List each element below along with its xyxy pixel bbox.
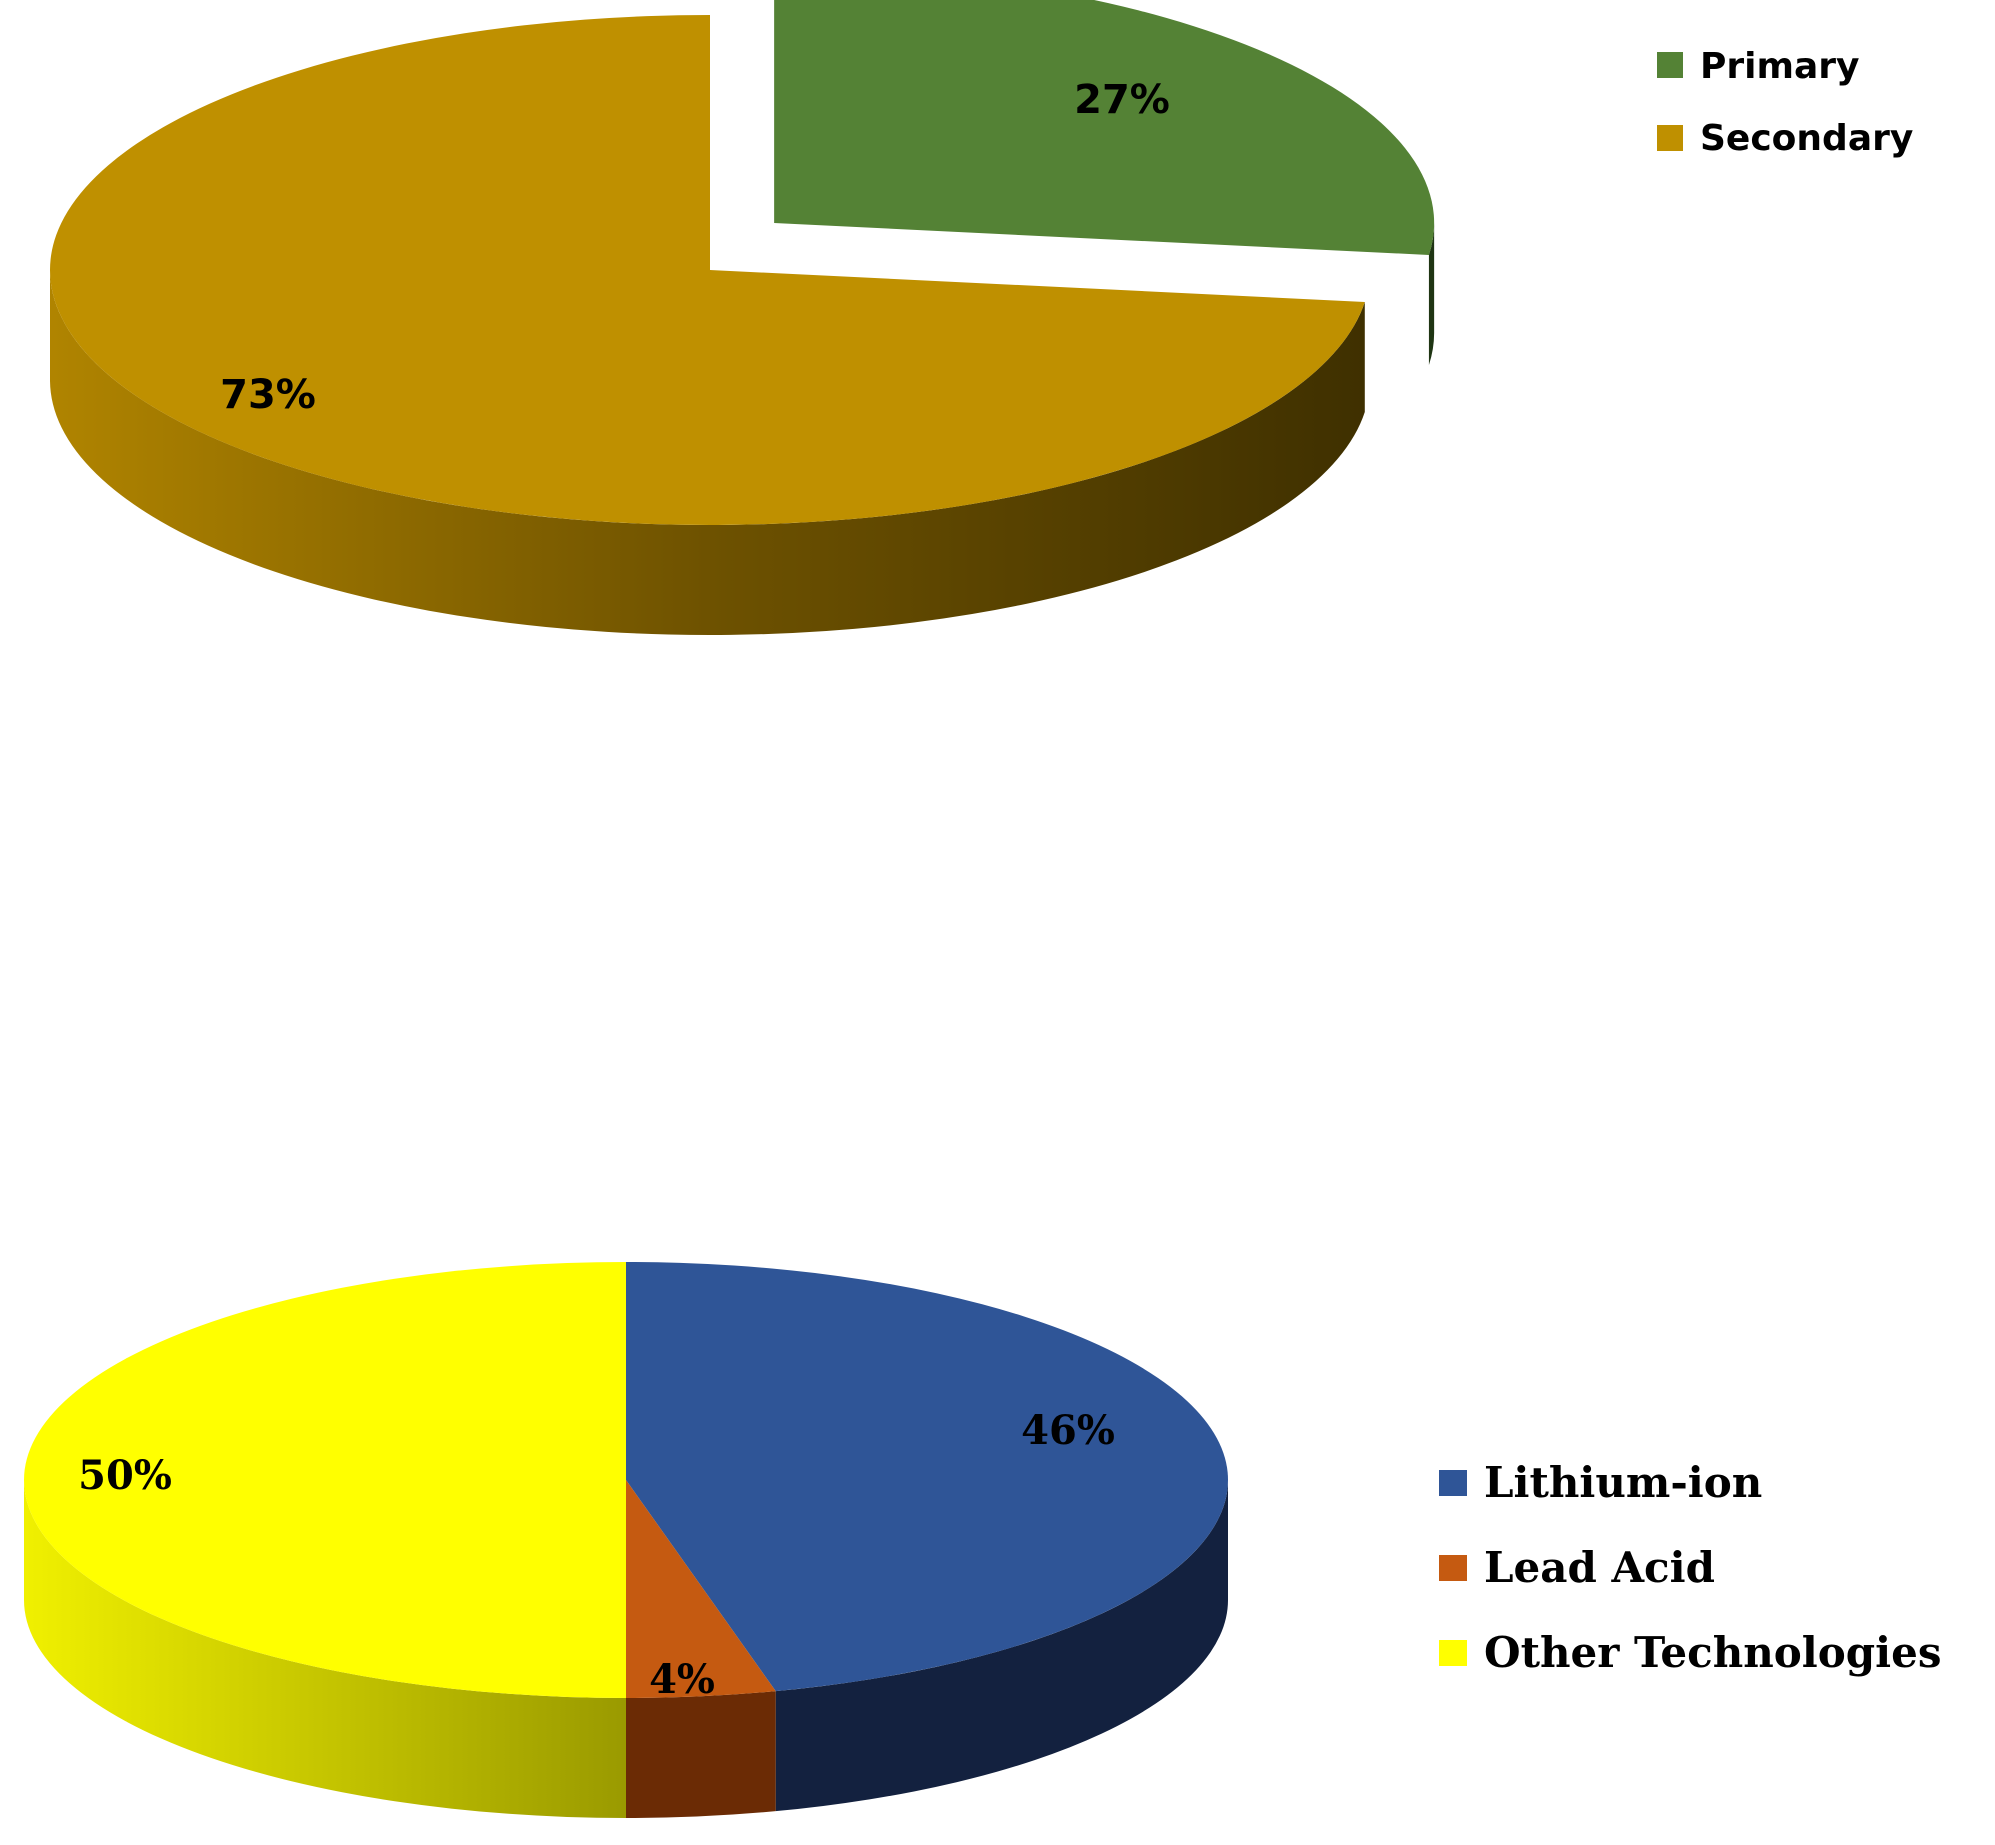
- legend-label-secondary: Secondary: [1700, 118, 1913, 159]
- legend-swatch-lead-acid: [1439, 1555, 1467, 1581]
- pie-2-sides: [24, 1480, 1228, 1818]
- legend-swatch-lithium-ion: [1439, 1470, 1467, 1496]
- pie-2-tops: [24, 1262, 1228, 1698]
- pie-2-data-label-other-technologies: 50%: [78, 1452, 172, 1499]
- legend-swatch-primary: [1657, 52, 1683, 78]
- pie-chart-2: 46% 4% 50% Lithium-ion Lead Acid Other T…: [24, 1262, 1941, 1818]
- legend-label-other-technologies: Other Technologies: [1484, 1628, 1941, 1677]
- legend-item-lithium-ion[interactable]: Lithium-ion: [1439, 1458, 1762, 1507]
- legend-item-secondary[interactable]: Secondary: [1657, 118, 1913, 159]
- pie-1-side-secondary: [50, 270, 1365, 635]
- pie-1-sides: [50, 223, 1435, 635]
- pie-2-side-other-technologies: [24, 1480, 626, 1818]
- pie-2-slice-lead-acid[interactable]: [626, 1480, 776, 1698]
- pie-1-slice-primary[interactable]: [774, 0, 1435, 255]
- legend-label-primary: Primary: [1700, 46, 1860, 87]
- pie-chart-1: 27% 73% Primary Secondary: [49, 0, 1913, 635]
- legend-swatch-other-technologies: [1439, 1640, 1467, 1666]
- legend-item-lead-acid[interactable]: Lead Acid: [1439, 1543, 1715, 1592]
- pie-1-tops: [49, 0, 1435, 526]
- legend-label-lithium-ion: Lithium-ion: [1484, 1458, 1762, 1507]
- pie-2-data-label-lithium-ion: 46%: [1021, 1407, 1115, 1454]
- legend-swatch-secondary: [1657, 125, 1683, 151]
- pie-1-side-primary: [1428, 223, 1435, 365]
- legend-item-primary[interactable]: Primary: [1657, 46, 1860, 87]
- pie-2-legend: Lithium-ion Lead Acid Other Technologies: [1439, 1458, 1941, 1677]
- pie-2-side-lead-acid: [626, 1691, 776, 1818]
- pie-2-side-lithium-ion: [775, 1480, 1228, 1812]
- pie-2-data-label-lead-acid: 4%: [649, 1656, 715, 1703]
- pie-1-data-label-primary: 27%: [1074, 77, 1170, 123]
- pie-1-legend: Primary Secondary: [1657, 46, 1913, 159]
- legend-label-lead-acid: Lead Acid: [1484, 1543, 1715, 1592]
- pie-1-slice-secondary[interactable]: [49, 15, 1365, 526]
- pie-2-slice-lithium-ion[interactable]: [626, 1262, 1228, 1692]
- pie-1-data-label-secondary: 73%: [220, 372, 316, 418]
- legend-item-other-technologies[interactable]: Other Technologies: [1439, 1628, 1941, 1677]
- pie-2-slice-other-technologies[interactable]: [24, 1262, 626, 1698]
